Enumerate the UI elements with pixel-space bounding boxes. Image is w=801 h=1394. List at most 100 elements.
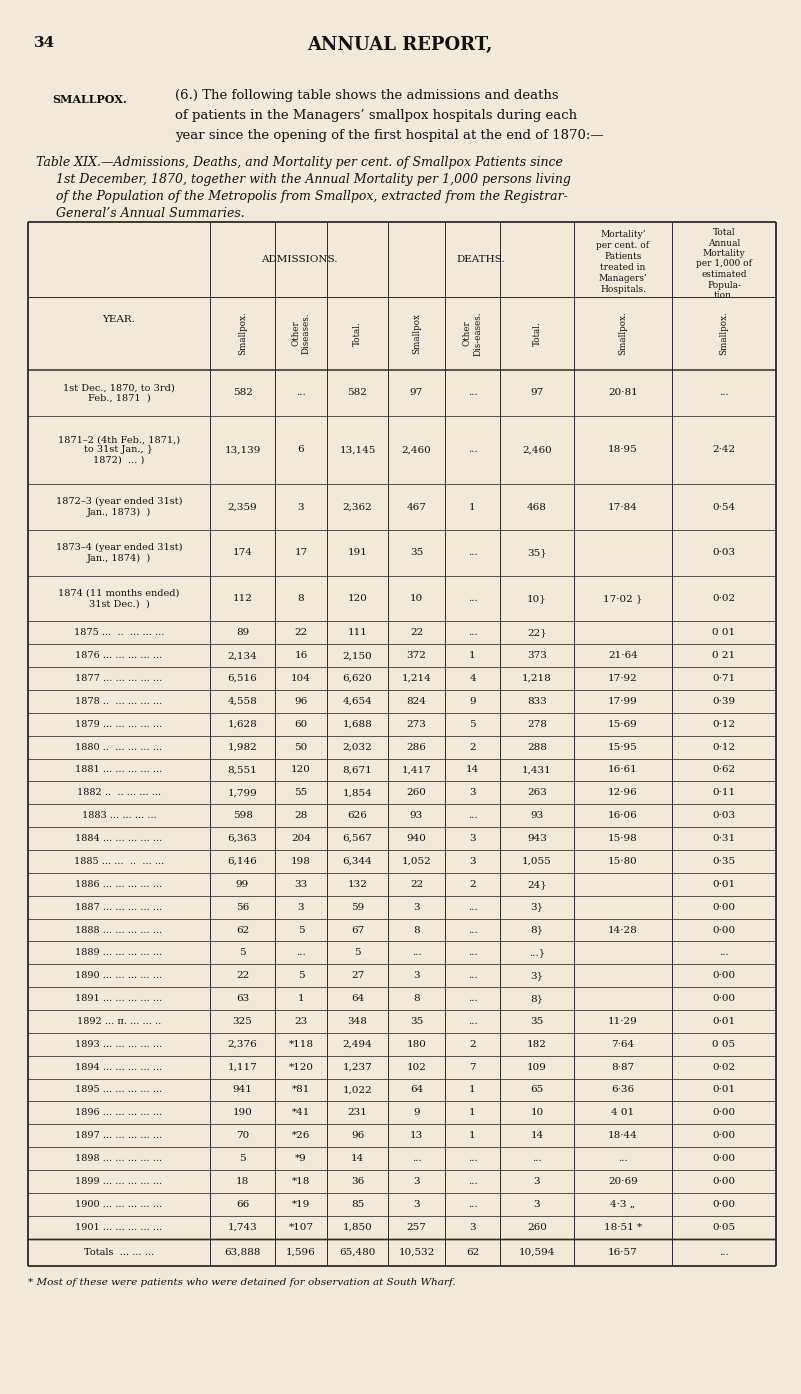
Text: 16·57: 16·57 [608, 1248, 638, 1257]
Text: ...: ... [468, 948, 477, 958]
Text: 99: 99 [235, 880, 249, 889]
Text: *118: *118 [288, 1040, 313, 1048]
Text: 66: 66 [235, 1200, 249, 1209]
Text: 263: 263 [527, 789, 547, 797]
Text: 59: 59 [351, 903, 364, 912]
Text: 1,055: 1,055 [522, 857, 552, 866]
Text: 8}: 8} [530, 994, 544, 1004]
Text: 286: 286 [407, 743, 426, 751]
Text: 5: 5 [239, 1154, 246, 1163]
Text: 35: 35 [410, 548, 423, 558]
Text: 582: 582 [232, 389, 252, 397]
Text: 941: 941 [232, 1086, 252, 1094]
Text: ...: ... [468, 903, 477, 912]
Text: 0·54: 0·54 [712, 503, 735, 512]
Text: YEAR.: YEAR. [103, 315, 135, 323]
Text: 0·02: 0·02 [712, 1062, 735, 1072]
Text: 0·01: 0·01 [712, 1086, 735, 1094]
Text: 325: 325 [232, 1018, 252, 1026]
Text: 273: 273 [407, 719, 426, 729]
Text: 3: 3 [469, 834, 476, 843]
Text: per cent. of: per cent. of [597, 241, 650, 250]
Text: 1,218: 1,218 [522, 675, 552, 683]
Text: 943: 943 [527, 834, 547, 843]
Text: 22: 22 [410, 880, 423, 889]
Text: Popula-: Popula- [707, 280, 741, 290]
Text: *120: *120 [288, 1062, 313, 1072]
Text: 8: 8 [298, 594, 304, 604]
Text: 6,620: 6,620 [343, 675, 372, 683]
Text: ...: ... [719, 1248, 729, 1257]
Text: 5: 5 [298, 972, 304, 980]
Text: ...: ... [468, 1200, 477, 1209]
Text: DEATHS.: DEATHS. [457, 255, 505, 263]
Text: 4: 4 [469, 675, 476, 683]
Text: 22: 22 [235, 972, 249, 980]
Text: 0·00: 0·00 [712, 1154, 735, 1163]
Text: 190: 190 [232, 1108, 252, 1118]
Text: 372: 372 [407, 651, 426, 661]
Text: 1st December, 1870, together with the Annual Mortality per 1,000 persons living: 1st December, 1870, together with the An… [56, 173, 571, 185]
Text: 8,551: 8,551 [227, 765, 257, 775]
Text: 1901 ... ... ... ... ...: 1901 ... ... ... ... ... [75, 1223, 163, 1232]
Text: 64: 64 [351, 994, 364, 1004]
Text: 182: 182 [527, 1040, 547, 1048]
Text: 85: 85 [351, 1200, 364, 1209]
Text: 132: 132 [348, 880, 368, 889]
Text: 1: 1 [469, 503, 476, 512]
Text: 1895 ... ... ... ... ...: 1895 ... ... ... ... ... [75, 1086, 163, 1094]
Text: 11·29: 11·29 [608, 1018, 638, 1026]
Text: ...: ... [468, 1177, 477, 1186]
Text: 9: 9 [413, 1108, 420, 1118]
Text: 55: 55 [295, 789, 308, 797]
Text: 1894 ... ... ... ... ...: 1894 ... ... ... ... ... [75, 1062, 163, 1072]
Text: ...: ... [412, 948, 421, 958]
Text: 14: 14 [351, 1154, 364, 1163]
Text: 1,628: 1,628 [227, 719, 257, 729]
Text: 1889 ... ... ... ... ...: 1889 ... ... ... ... ... [75, 948, 163, 958]
Text: estimated: estimated [701, 270, 747, 279]
Text: 6,516: 6,516 [227, 675, 257, 683]
Text: *26: *26 [292, 1131, 310, 1140]
Text: 204: 204 [291, 834, 311, 843]
Text: ...: ... [468, 446, 477, 454]
Text: 10,532: 10,532 [398, 1248, 435, 1257]
Text: 12·96: 12·96 [608, 789, 638, 797]
Text: Smallpox.: Smallpox. [719, 312, 728, 355]
Text: Other
Dis-eases.: Other Dis-eases. [463, 311, 482, 355]
Text: *19: *19 [292, 1200, 310, 1209]
Text: 35}: 35} [527, 548, 547, 558]
Text: ...: ... [468, 811, 477, 820]
Text: 0·62: 0·62 [712, 765, 735, 775]
Text: 102: 102 [407, 1062, 426, 1072]
Text: treated in: treated in [600, 263, 646, 272]
Text: 63: 63 [235, 994, 249, 1004]
Text: 2·42: 2·42 [712, 446, 735, 454]
Text: year since the opening of the first hospital at the end of 1870:—: year since the opening of the first hosp… [175, 130, 604, 142]
Text: 468: 468 [527, 503, 547, 512]
Text: 1878 ..  ... ... ... ...: 1878 .. ... ... ... ... [75, 697, 163, 705]
Text: 3: 3 [298, 503, 304, 512]
Text: 18·51 *: 18·51 * [604, 1223, 642, 1232]
Text: 2,362: 2,362 [343, 503, 372, 512]
Text: 22}: 22} [527, 629, 547, 637]
Text: 16: 16 [295, 651, 308, 661]
Text: 93: 93 [530, 811, 544, 820]
Text: ...: ... [468, 994, 477, 1004]
Text: 63,888: 63,888 [224, 1248, 260, 1257]
Text: 2,150: 2,150 [343, 651, 372, 661]
Text: 940: 940 [407, 834, 426, 843]
Text: 257: 257 [407, 1223, 426, 1232]
Text: 0·31: 0·31 [712, 834, 735, 843]
Text: ANNUAL REPORT,: ANNUAL REPORT, [308, 36, 493, 54]
Text: 1: 1 [469, 1131, 476, 1140]
Text: 598: 598 [232, 811, 252, 820]
Text: 1898 ... ... ... ... ...: 1898 ... ... ... ... ... [75, 1154, 163, 1163]
Text: 1891 ... ... ... ... ...: 1891 ... ... ... ... ... [75, 994, 163, 1004]
Text: 17·99: 17·99 [608, 697, 638, 705]
Text: 0·00: 0·00 [712, 972, 735, 980]
Text: 27: 27 [351, 972, 364, 980]
Text: 5: 5 [469, 719, 476, 729]
Text: 56: 56 [235, 903, 249, 912]
Text: 93: 93 [410, 811, 423, 820]
